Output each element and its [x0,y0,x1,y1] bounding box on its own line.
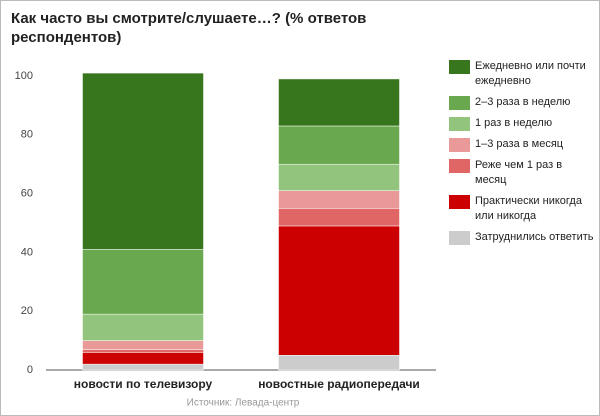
bar-segment [82,249,204,315]
legend-swatch [449,231,470,245]
legend-item: 1 раз в неделю [449,116,595,131]
legend-label: 2–3 раза в неделю [475,96,571,108]
legend-item: 2–3 раза в неделю [449,95,595,110]
legend-item: Затруднились ответить [449,230,595,245]
y-tick-label: 60 [21,188,33,200]
bar-segment [82,72,204,250]
legend-swatch [449,96,470,110]
legend-label: 1 раз в неделю [475,117,553,129]
legend-label: Ежедневно или почти ежедневно [475,60,586,87]
bar-segment [278,355,400,371]
bar-segment [278,163,400,191]
y-tick-label: 80 [21,129,33,141]
legend-item: 1–3 раза в месяц [449,137,595,152]
legend-item: Ежедневно или почти ежедневно [449,59,595,89]
bar-segment [278,190,400,209]
bar-segment [82,340,204,350]
bar-segment [278,78,400,127]
legend-label: 1–3 раза в месяц [475,138,564,150]
y-tick-label: 0 [27,364,33,376]
x-tick-label: новости по телевизору [74,377,213,391]
legend-label: Затруднились ответить [475,231,594,243]
bar-segment [278,225,400,356]
y-tick-label: 40 [21,246,33,258]
legend: Ежедневно или почти ежедневно 2–3 раза в … [449,59,595,251]
legend-swatch [449,159,470,173]
legend-swatch [449,195,470,209]
chart-title: Как часто вы смотрите/слушаете…? (% отве… [11,10,367,46]
legend-swatch [449,60,470,74]
legend-label: Реже чем 1 раз в месяц [475,159,563,186]
bar-segment [82,363,204,371]
bar-segment [278,208,400,227]
legend-swatch [449,138,470,152]
bar-segment [82,352,204,365]
legend-item: Практически никогда или никогда [449,194,595,224]
y-tick-label: 100 [15,70,33,82]
legend-item: Реже чем 1 раз в месяц [449,158,595,188]
legend-label: Практически никогда или никогда [475,195,582,222]
source: Источник: Левада-центр [187,398,300,409]
bar-segment [82,349,204,353]
plot: Источник: Левада-центр 0 20 40 60 80 100 новос… [15,70,436,409]
y-tick-label: 20 [21,305,33,317]
x-tick-label: новостные радиопередачи [258,377,420,391]
bar-segment [82,313,204,341]
bar-segment [278,125,400,165]
legend-swatch [449,117,470,131]
